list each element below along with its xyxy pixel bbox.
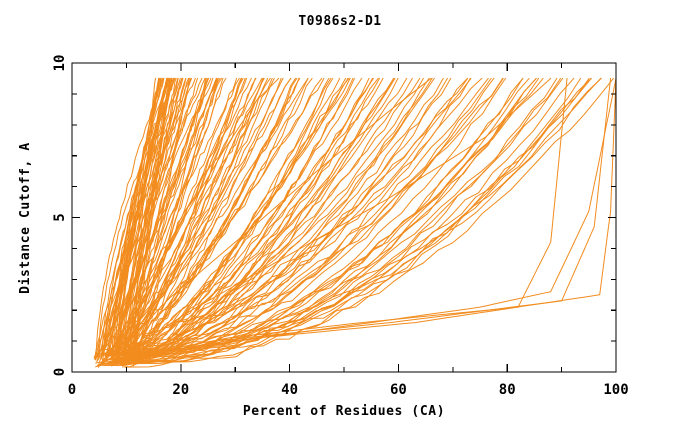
data-curve [122, 77, 198, 355]
data-curve [95, 77, 223, 361]
data-curve [125, 77, 301, 356]
page-title: T0986s2-D1 [298, 14, 382, 29]
data-curve [118, 77, 355, 356]
data-curve [93, 77, 196, 360]
data-curve [130, 77, 582, 365]
data-curve [127, 77, 265, 360]
data-curve [95, 77, 273, 368]
y-tick-label: 5 [52, 213, 68, 221]
data-curve [93, 77, 284, 360]
data-curve [116, 77, 351, 356]
x-axis-title: Percent of Residues (CA) [243, 404, 445, 419]
data-curve [111, 77, 212, 355]
data-curve [123, 77, 602, 357]
data-curve [116, 77, 300, 359]
data-curve [100, 77, 271, 365]
data-curve [109, 77, 209, 356]
data-curve [96, 77, 214, 362]
axis-tick-labels: 0 20 40 60 80 100 0 5 10 [52, 55, 629, 398]
data-curve [109, 77, 313, 352]
x-tick-label: 40 [281, 382, 298, 398]
data-curve [98, 77, 263, 356]
data-curve-reference [98, 77, 171, 364]
data-curve [97, 77, 592, 366]
data-curve [105, 77, 172, 356]
x-tick-label: 60 [390, 382, 407, 398]
data-curve [109, 77, 395, 360]
data-curve [97, 77, 176, 358]
data-curve [133, 77, 380, 355]
data-curve [104, 77, 379, 357]
data-curve [97, 77, 181, 360]
axis-ticks [71, 62, 617, 373]
data-curve-reference [109, 77, 432, 361]
data-curve [115, 77, 614, 366]
data-curve [116, 77, 257, 363]
data-curve-outlier [120, 77, 568, 359]
data-curve [104, 77, 349, 365]
data-curve [129, 77, 602, 364]
data-curve [126, 77, 282, 354]
data-curve [96, 77, 217, 363]
data-curve [102, 77, 169, 360]
data-curve-reference [125, 77, 617, 358]
data-curve [101, 77, 325, 356]
data-curve [95, 77, 203, 361]
data-curve [120, 77, 421, 358]
data-curve [110, 77, 309, 360]
data-curve [106, 77, 435, 352]
data-curve [95, 77, 164, 361]
data-curve-reference [104, 77, 280, 362]
data-curve [96, 77, 292, 355]
y-axis-title: Distance Cutoff, A [18, 142, 33, 294]
y-tick-label: 0 [52, 368, 68, 376]
y-tick-label: 10 [52, 55, 68, 72]
data-curve-reference [115, 77, 552, 359]
data-curve [124, 77, 504, 358]
data-curve [135, 77, 558, 362]
data-curve [103, 77, 468, 360]
data-curve [108, 77, 190, 357]
data-curve [100, 77, 309, 365]
x-tick-label: 20 [172, 382, 189, 398]
data-curve [124, 77, 218, 355]
data-curve [100, 77, 592, 355]
data-curve [122, 77, 448, 355]
x-tick-label: 0 [68, 382, 76, 398]
data-curve [115, 77, 192, 357]
data-curve [103, 77, 323, 364]
curve-series-layer [93, 77, 617, 368]
x-tick-label: 80 [499, 382, 516, 398]
data-curve-outlier [127, 77, 612, 359]
x-tick-label: 100 [603, 382, 628, 398]
data-curve [102, 77, 206, 358]
